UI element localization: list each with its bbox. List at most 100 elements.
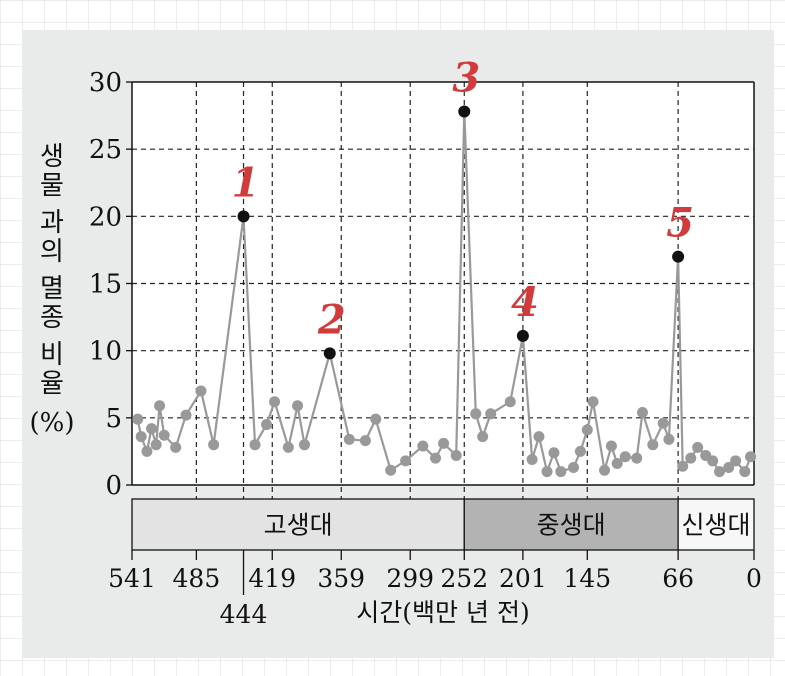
data-point	[723, 462, 735, 474]
data-point	[282, 441, 294, 453]
data-point	[132, 413, 144, 425]
data-point	[605, 440, 617, 452]
data-point	[647, 439, 659, 451]
data-point	[249, 439, 261, 451]
x-tick-label: 145	[563, 564, 611, 593]
data-point	[170, 441, 182, 453]
y-tick-label: 20	[89, 202, 122, 232]
y-axis-label-char: 물	[40, 171, 64, 201]
data-point	[195, 385, 207, 397]
x-tick-label: 541	[108, 564, 156, 593]
x-tick-label: 201	[499, 564, 547, 593]
data-point	[599, 464, 611, 476]
data-point	[533, 431, 545, 443]
data-point	[739, 466, 751, 478]
x-tick-label: 66	[662, 564, 694, 593]
peak-annotation-label: 1	[232, 159, 260, 206]
peak-point	[237, 210, 250, 223]
data-point	[707, 455, 719, 467]
peak-annotation-label: 5	[666, 200, 694, 247]
data-point	[158, 429, 170, 441]
y-axis-label-char: 생	[40, 142, 64, 172]
data-point	[567, 462, 579, 474]
data-point	[636, 406, 648, 418]
data-point	[135, 431, 147, 443]
data-point	[657, 417, 669, 429]
data-point	[548, 447, 560, 459]
data-point	[504, 396, 516, 408]
era-segment	[677, 498, 755, 551]
data-point	[619, 451, 631, 463]
peak-point	[516, 329, 529, 342]
y-axis-label-char: 의	[40, 237, 64, 267]
data-point	[359, 435, 371, 447]
peak-annotation-label: 4	[511, 279, 539, 326]
data-point	[470, 408, 482, 420]
data-point	[261, 419, 273, 431]
x-tick-label: 299	[386, 564, 434, 593]
era-label: 신생대	[682, 511, 751, 540]
data-point	[450, 449, 462, 461]
era-segment	[131, 498, 465, 551]
data-point	[430, 452, 442, 464]
x-axis-label: 시간(백만 년 전)	[356, 598, 529, 627]
data-point	[526, 453, 538, 465]
x-tick-label: 444	[220, 600, 268, 629]
peak-annotations: 1 2 3 4 5	[232, 55, 694, 360]
data-point	[714, 466, 726, 478]
peak-point	[672, 250, 685, 263]
data-point	[581, 424, 593, 436]
peak-point	[458, 105, 471, 118]
x-tick-label: 485	[173, 564, 221, 593]
data-point	[180, 409, 192, 421]
y-axis-ticks: 0 5 10 15 20 25 30	[89, 68, 132, 501]
peak-annotation-label: 3	[452, 55, 480, 102]
y-tick-label: 0	[105, 471, 122, 501]
peak-annotation-label: 2	[317, 296, 346, 343]
data-point	[485, 408, 497, 420]
y-axis-label-char: 종	[40, 303, 64, 333]
y-tick-label: 30	[89, 68, 122, 98]
data-point	[611, 458, 623, 470]
data-point	[417, 440, 429, 452]
data-point	[154, 400, 166, 412]
data-point	[555, 466, 567, 478]
data-point	[292, 400, 304, 412]
data-point	[541, 466, 553, 478]
y-tick-label: 25	[89, 135, 122, 165]
x-tick-label: 359	[317, 564, 365, 593]
data-point	[141, 445, 153, 457]
data-point	[730, 455, 742, 467]
data-point	[438, 437, 450, 449]
data-point	[677, 460, 689, 472]
x-tick-label: 419	[248, 564, 296, 593]
x-tick-label: 0	[746, 564, 762, 593]
data-point	[685, 452, 697, 464]
y-tick-label: 5	[105, 404, 122, 434]
data-point	[631, 452, 643, 464]
data-point	[574, 445, 586, 457]
data-point	[298, 439, 310, 451]
y-axis-unit: (%)	[30, 408, 75, 438]
y-axis-label-char: 과	[40, 208, 64, 238]
era-label: 중생대	[537, 511, 606, 540]
data-point	[663, 433, 675, 445]
era-label: 고생대	[264, 511, 333, 540]
data-point	[587, 396, 599, 408]
x-tick-label: 252	[440, 564, 488, 593]
data-point	[745, 451, 757, 463]
data-point	[385, 464, 397, 476]
data-point	[477, 431, 489, 443]
peak-point	[323, 347, 336, 360]
gridlines	[132, 82, 754, 499]
y-tick-label: 15	[89, 270, 122, 300]
data-points	[132, 385, 757, 478]
y-axis-label-char: 비	[40, 340, 64, 370]
data-point	[400, 455, 412, 467]
data-point	[692, 441, 704, 453]
y-axis-label-char: 율	[40, 369, 64, 399]
data-point	[370, 413, 382, 425]
